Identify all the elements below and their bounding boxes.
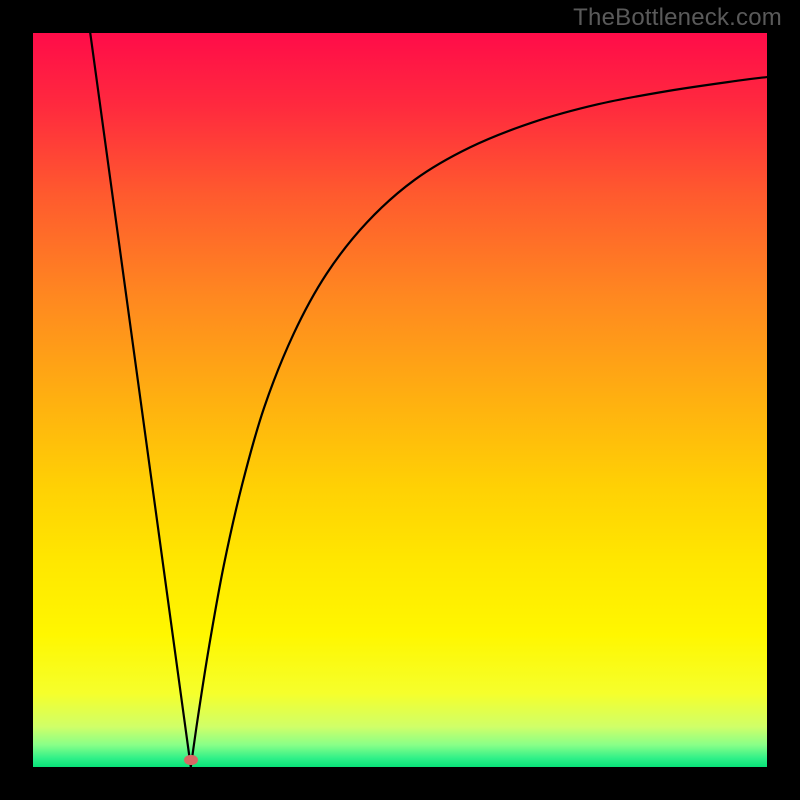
chart-container: TheBottleneck.com [0,0,800,800]
bottleneck-curve [33,33,767,767]
optimal-point-marker [184,755,198,765]
watermark-text: TheBottleneck.com [573,4,782,32]
plot-area [33,33,767,767]
